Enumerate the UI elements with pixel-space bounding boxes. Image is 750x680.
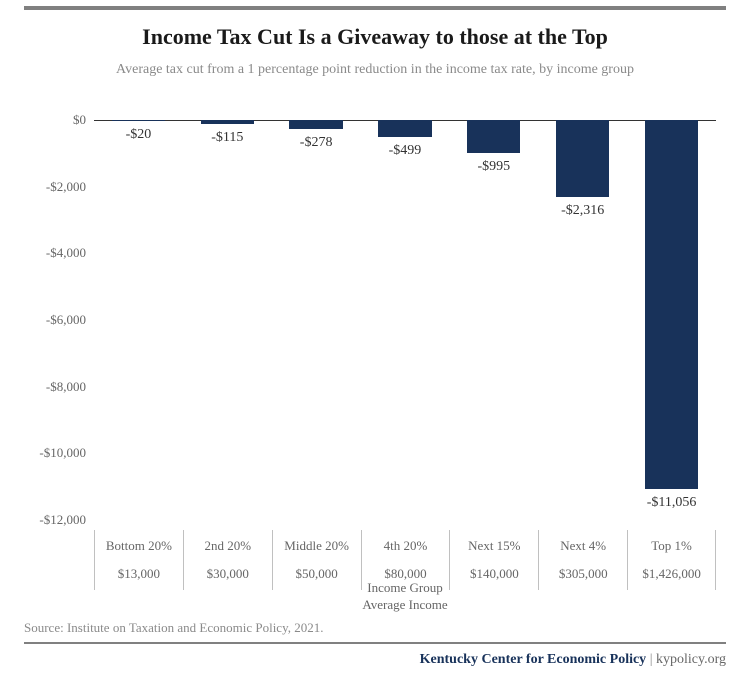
bar-value-label: -$2,316	[538, 203, 627, 219]
bar-column: -$499	[361, 120, 450, 520]
bar-value-label: -$278	[272, 135, 361, 151]
footer-site: kypolicy.org	[656, 652, 726, 667]
x-category-group: Middle 20%	[273, 538, 361, 554]
y-tick-label: -$6,000	[24, 312, 86, 328]
x-category-group: Next 4%	[539, 538, 627, 554]
x-axis-title: Income Group Average Income	[94, 580, 716, 614]
footer: Kentucky Center for Economic Policy | ky…	[420, 652, 726, 668]
bar	[378, 120, 431, 137]
bar-value-label: -$995	[449, 159, 538, 175]
bar-value-label: -$11,056	[627, 495, 716, 511]
bar-column: -$995	[449, 120, 538, 520]
bar-column: -$11,056	[627, 120, 716, 520]
bar	[556, 120, 609, 197]
bar	[467, 120, 520, 153]
plot-area: -$20-$115-$278-$499-$995 -$2,316 -$11,056	[94, 120, 716, 520]
top-rule	[24, 6, 726, 10]
bar-column: -$20	[94, 120, 183, 520]
bottom-rule	[24, 642, 726, 644]
y-tick-label: -$2,000	[24, 179, 86, 195]
y-tick-label: -$8,000	[24, 379, 86, 395]
bar-column: -$115	[183, 120, 272, 520]
chart-area: -$20-$115-$278-$499-$995-$2,316-$11,056 …	[24, 100, 726, 606]
bar-value-label: -$20	[94, 127, 183, 143]
y-tick-label: -$10,000	[24, 445, 86, 461]
x-category-group: 2nd 20%	[184, 538, 272, 554]
bar	[201, 120, 254, 124]
x-category-group: Next 15%	[450, 538, 538, 554]
bar	[289, 120, 342, 129]
x-category-group: Bottom 20%	[95, 538, 183, 554]
bar	[112, 120, 165, 121]
chart-subtitle: Average tax cut from a 1 percentage poin…	[24, 62, 726, 78]
x-category-group: Top 1%	[628, 538, 715, 554]
bar-value-label: -$499	[361, 143, 450, 159]
x-category-group: 4th 20%	[362, 538, 450, 554]
chart-title: Income Tax Cut Is a Giveaway to those at…	[24, 24, 726, 50]
y-tick-label: -$4,000	[24, 245, 86, 261]
bar	[645, 120, 698, 489]
x-axis-title-line2: Average Income	[362, 597, 447, 612]
bar-column: -$2,316	[538, 120, 627, 520]
y-tick-label: -$12,000	[24, 512, 86, 528]
y-tick-label: $0	[24, 112, 86, 128]
footer-org: Kentucky Center for Economic Policy	[420, 652, 647, 667]
bar-value-label: -$115	[183, 130, 272, 146]
footer-sep: |	[646, 652, 656, 667]
x-axis-title-line1: Income Group	[367, 580, 442, 595]
source-text: Source: Institute on Taxation and Econom…	[24, 620, 726, 636]
bar-column: -$278	[272, 120, 361, 520]
